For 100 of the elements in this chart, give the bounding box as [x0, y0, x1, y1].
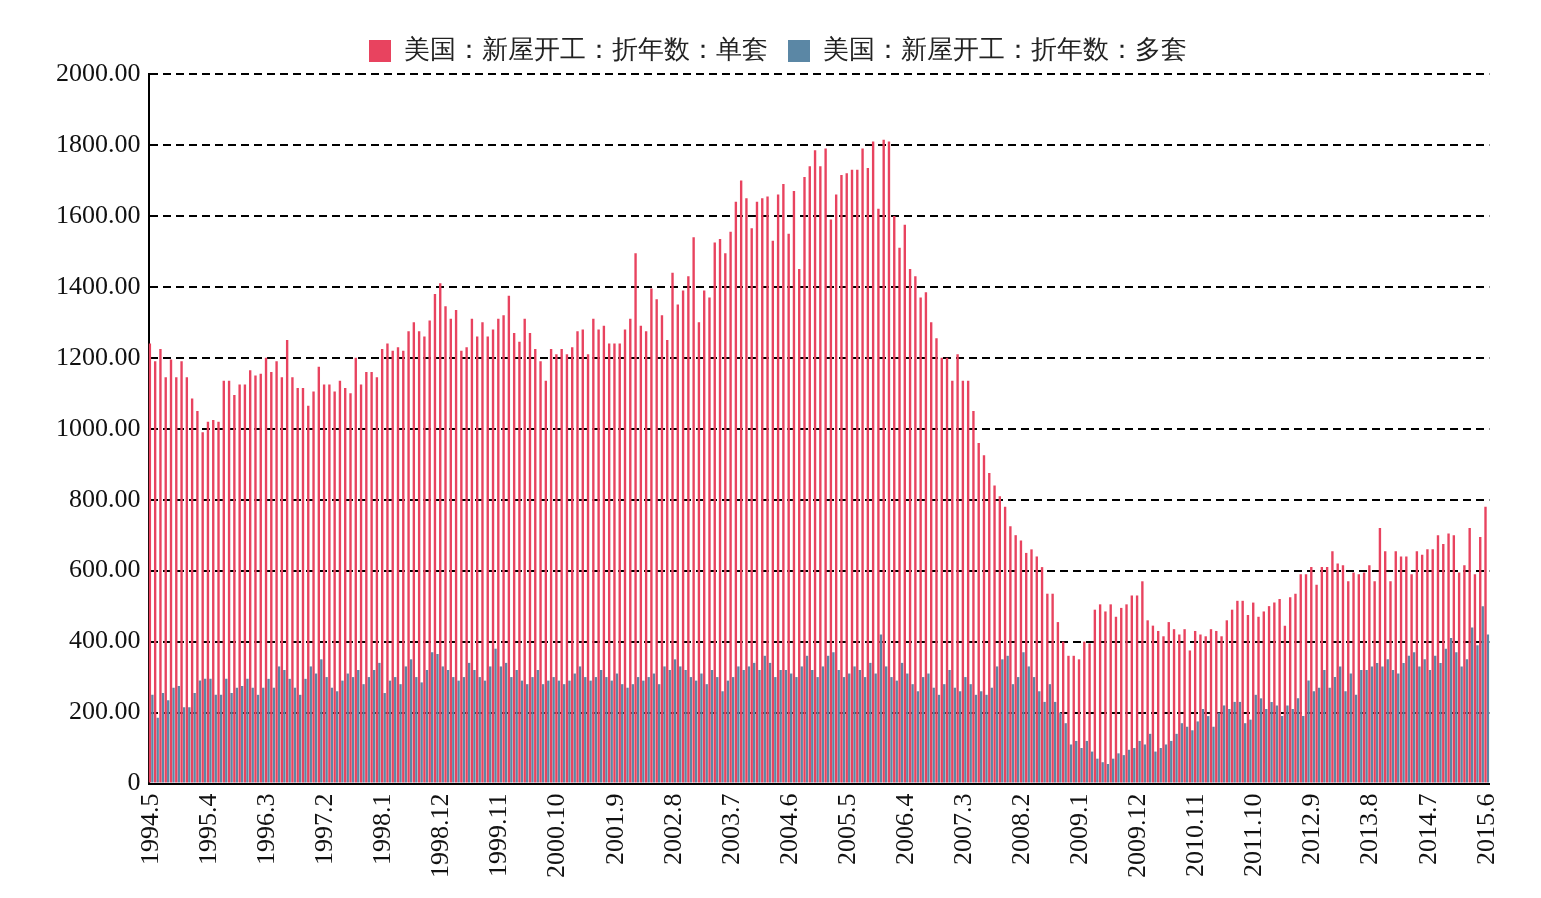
- bar: [233, 395, 236, 783]
- bar: [1278, 599, 1281, 783]
- bar: [399, 684, 402, 783]
- y-tick-label: 800.00: [69, 483, 141, 513]
- bar: [729, 231, 732, 783]
- bar: [457, 680, 460, 783]
- bar: [1006, 655, 1009, 783]
- x-tick-label: 2007.3: [947, 793, 977, 865]
- x-tick-label: 1995.4: [193, 793, 223, 865]
- bar: [1423, 659, 1426, 783]
- bar: [853, 666, 856, 783]
- bar: [365, 371, 368, 783]
- bar: [428, 320, 431, 783]
- y-tick-label: 1400.00: [56, 270, 141, 300]
- bar: [383, 693, 386, 783]
- bar: [230, 693, 233, 783]
- bar: [1154, 751, 1157, 783]
- bar: [465, 347, 468, 783]
- x-tick-label: 2006.4: [889, 793, 919, 865]
- bar: [874, 673, 877, 783]
- bar: [1067, 655, 1070, 783]
- bar: [444, 306, 447, 783]
- bar: [1257, 616, 1260, 783]
- bar: [861, 148, 864, 783]
- bar: [782, 183, 785, 783]
- bar: [510, 677, 513, 783]
- bar: [370, 371, 373, 783]
- bar: [560, 348, 563, 783]
- bar: [1365, 669, 1368, 783]
- bar: [774, 677, 777, 783]
- bar: [1389, 581, 1392, 783]
- bar: [721, 691, 724, 783]
- bar: [1080, 748, 1083, 783]
- y-tick-label: 2000.00: [56, 57, 141, 87]
- bar: [1183, 629, 1186, 783]
- bar: [1468, 528, 1471, 783]
- bar: [436, 654, 439, 783]
- bar: [687, 276, 690, 783]
- bar: [1141, 581, 1144, 783]
- bar: [386, 343, 389, 783]
- legend-label: 美国：新屋开工：折年数：单套: [404, 34, 768, 64]
- bar: [1455, 652, 1458, 783]
- bar: [724, 253, 727, 783]
- bar: [1030, 549, 1033, 783]
- bar: [1096, 758, 1099, 783]
- bar: [1373, 581, 1376, 783]
- bar: [613, 343, 616, 783]
- bar: [1009, 526, 1012, 783]
- bar: [188, 707, 191, 783]
- bar: [531, 677, 534, 783]
- bar: [882, 139, 885, 783]
- bar: [877, 208, 880, 783]
- bar: [1331, 551, 1334, 783]
- bar: [906, 673, 909, 783]
- bar: [1315, 584, 1318, 783]
- x-tick-label: 1997.2: [309, 793, 339, 865]
- bar: [956, 354, 959, 783]
- bar: [1196, 721, 1199, 783]
- bar: [787, 233, 790, 783]
- bar: [547, 680, 550, 783]
- bar: [898, 247, 901, 783]
- bar: [1228, 709, 1231, 783]
- y-tick-label: 200.00: [69, 696, 141, 726]
- bar: [993, 485, 996, 783]
- bar: [969, 684, 972, 783]
- bar: [288, 678, 291, 783]
- y-tick-label: 400.00: [69, 625, 141, 655]
- x-tick-label: 2015.6: [1470, 793, 1500, 865]
- bar: [650, 288, 653, 783]
- bar: [552, 677, 555, 783]
- bar: [1014, 535, 1017, 783]
- bar: [1270, 701, 1273, 783]
- bar: [890, 677, 893, 783]
- bar: [333, 391, 336, 783]
- x-tick-label: 1996.3: [251, 793, 281, 865]
- bar: [209, 678, 212, 783]
- bar: [1418, 666, 1421, 783]
- bar: [246, 678, 249, 783]
- bar: [460, 350, 463, 783]
- x-tick-label: 2014.7: [1412, 793, 1442, 865]
- bar: [1368, 565, 1371, 783]
- bar: [626, 687, 629, 783]
- bar: [779, 669, 782, 783]
- x-tick-label: 2005.5: [831, 793, 861, 865]
- bar: [1138, 740, 1141, 783]
- bar: [642, 680, 645, 783]
- bar: [275, 361, 278, 783]
- bar: [1133, 748, 1136, 783]
- bar: [766, 196, 769, 783]
- bar: [568, 680, 571, 783]
- bar: [1273, 602, 1276, 783]
- bar: [1101, 762, 1104, 783]
- bar: [1162, 636, 1165, 783]
- bar: [1328, 687, 1331, 783]
- bar: [795, 677, 798, 783]
- x-tick-label: 2011.10: [1238, 793, 1268, 878]
- y-tick-label: 1200.00: [56, 341, 141, 371]
- bar: [473, 669, 476, 783]
- bar: [911, 684, 914, 783]
- bar: [423, 336, 426, 783]
